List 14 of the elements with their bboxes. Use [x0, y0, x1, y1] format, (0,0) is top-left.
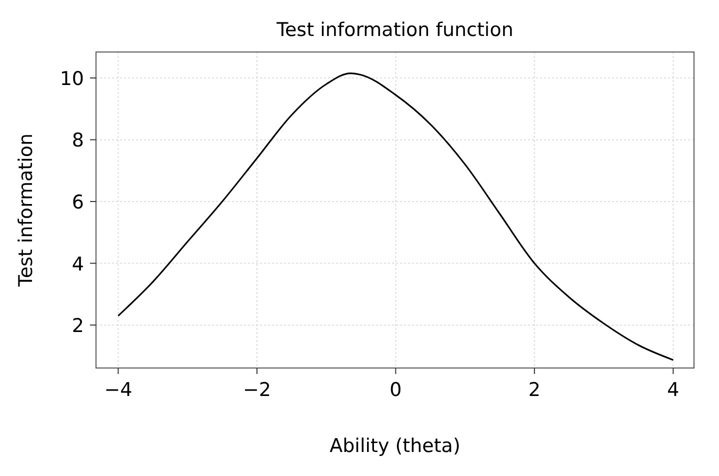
x-tick-label: −2	[242, 379, 271, 401]
x-tick-label: 0	[390, 379, 402, 401]
y-tick-label: 10	[60, 68, 84, 90]
y-tick-label: 4	[72, 253, 84, 276]
x-tick-label: 2	[528, 379, 540, 401]
chart-title: Test information function	[276, 19, 514, 41]
x-axis-title: Ability (theta)	[330, 435, 460, 457]
y-axis-title: Test information	[15, 133, 37, 288]
line-series	[117, 72, 674, 361]
y-tick-label: 6	[72, 192, 84, 214]
y-tick-label: 2	[72, 315, 84, 338]
y-tick-label: 8	[72, 130, 84, 152]
x-tick-label: 4	[667, 379, 680, 401]
x-tick-label: −4	[104, 379, 132, 401]
